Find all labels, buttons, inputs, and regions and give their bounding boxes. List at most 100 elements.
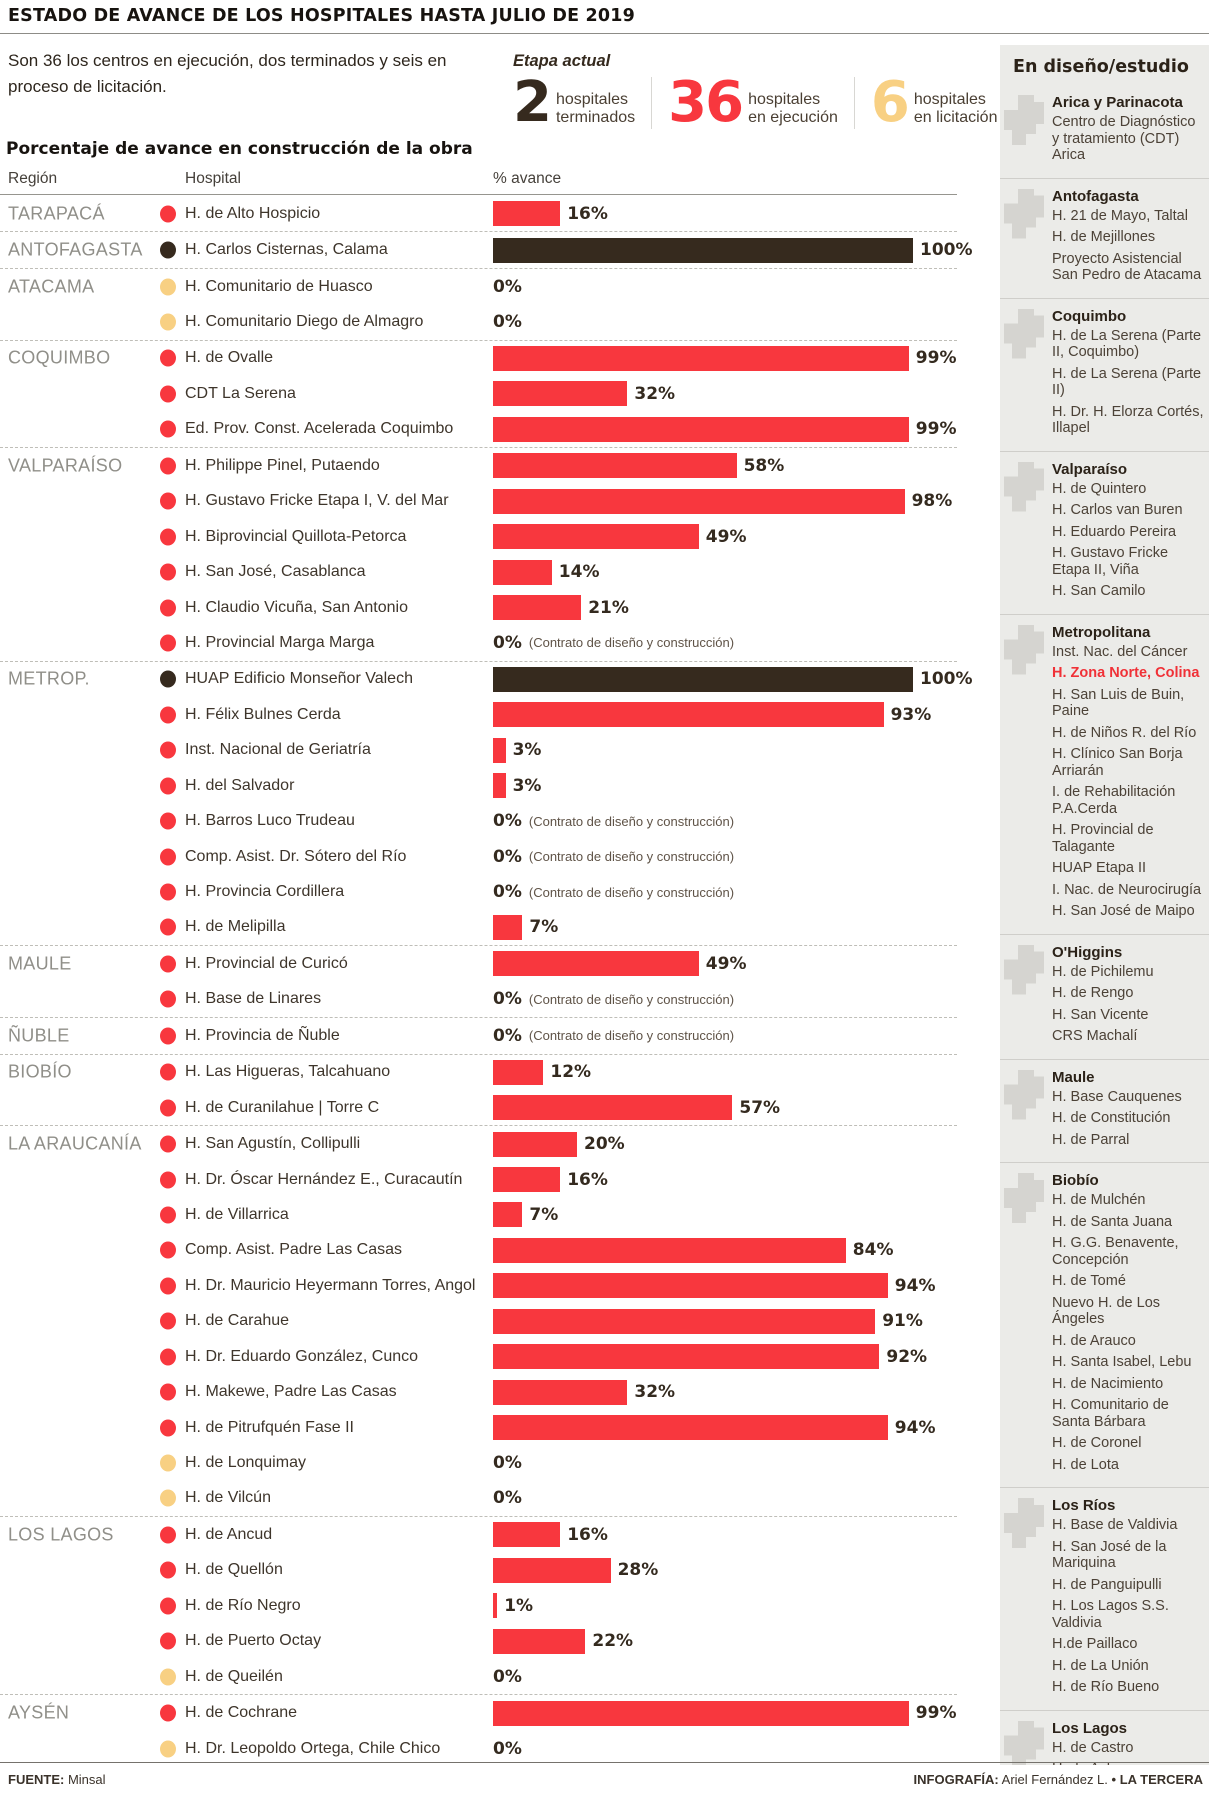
status-dot-icon [160, 706, 176, 724]
status-dot-icon [160, 1419, 176, 1437]
hospital-name: H. Dr. Eduardo González, Cunco [185, 1347, 419, 1365]
hospital-row: H. Gustavo Fricke Etapa I, V. del Mar 98% [0, 484, 957, 519]
progress-value: 58% [743, 455, 785, 476]
hospital-name: H. de Queilén [185, 1667, 283, 1685]
footer-divider [0, 1762, 1209, 1763]
brand-name: • LA TERCERA [1111, 1772, 1203, 1787]
status-dot-icon [160, 1312, 176, 1330]
region-label: ANTOFAGASTA [8, 239, 143, 260]
hospital-row: H. de Pitrufquén Fase II 94% [0, 1410, 957, 1445]
stat-terminados-unit: hospitales [555, 91, 629, 108]
bar-cell: 32% [493, 1374, 675, 1409]
current-stage-label: Etapa actual [513, 52, 611, 70]
progress-bar [493, 1415, 888, 1441]
sidebar-item: H. de Niños R. del Río [1052, 724, 1197, 741]
status-dot-icon [160, 741, 176, 759]
sidebar-region-title: Coquimbo [1052, 307, 1127, 325]
sidebar-item: H. de Mulchén [1052, 1192, 1146, 1208]
bar-cell: 3% [493, 733, 541, 768]
hospital-row: TARAPACÁ H. de Alto Hospicio 16% [0, 196, 957, 231]
hospital-name: H. San Agustín, Collipulli [185, 1135, 361, 1153]
sidebar-region-title: Arica y Parinacota [1052, 94, 1183, 111]
status-dot-icon [160, 385, 176, 403]
status-dot-icon [160, 205, 176, 223]
hospital-row: H. Félix Bulnes Cerda 93% [0, 697, 957, 732]
contract-note: (Contrato de diseño y construcción) [528, 991, 735, 1007]
progress-bar [493, 666, 913, 692]
hospital-row: H. de Carahue 91% [0, 1304, 957, 1339]
sidebar-item: H. Clínico San Borja Arriarán [1052, 746, 1183, 779]
sidebar-item: Nuevo H. de Los Ángeles [1052, 1294, 1161, 1328]
intro-text: Son 36 los centros en ejecución, dos ter… [8, 51, 447, 97]
sidebar-title: En diseño/estudio [1013, 57, 1189, 77]
hospital-name: H. de Río Negro [185, 1596, 301, 1614]
sidebar-section: Arica y Parinacota Centro de Diagnóstico … [1000, 85, 1209, 178]
design-study-sidebar: En diseño/estudio Arica y Parinacota Cent… [1000, 45, 1209, 1765]
status-dot-icon [160, 1135, 176, 1153]
region-label: COQUIMBO [8, 347, 111, 368]
progress-value: 84% [852, 1240, 894, 1261]
region-group: TARAPACÁ H. de Alto Hospicio 16% [0, 196, 957, 233]
progress-value: 100% [920, 669, 973, 690]
status-dot-icon [160, 278, 176, 296]
bar-cell: 0% (Contrato de diseño y construcción) [493, 803, 734, 838]
status-dot-icon [160, 241, 176, 259]
progress-value: 0% [493, 882, 522, 903]
progress-value: 12% [550, 1062, 592, 1083]
region-label: BIOBÍO [8, 1061, 72, 1082]
status-dot-icon [160, 848, 176, 866]
progress-value: 16% [567, 203, 608, 224]
region-label: ATACAMA [8, 276, 95, 297]
credit-name: Ariel Fernández L. [1001, 1772, 1108, 1787]
progress-value: 0% [493, 811, 522, 832]
sidebar-item: H. de Panguipulli [1052, 1576, 1162, 1593]
region-label: TARAPACÁ [8, 203, 105, 224]
hospital-row: ANTOFAGASTA H. Carlos Cisternas, Calama 10… [0, 232, 973, 267]
progress-bar [493, 416, 909, 442]
hospital-name: H. Barros Luco Trudeau [185, 812, 355, 830]
progress-bar [493, 1202, 523, 1228]
sidebar-item: H.de Paillaco [1052, 1636, 1138, 1652]
progress-value: 14% [558, 562, 600, 583]
progress-value: 93% [890, 704, 932, 725]
hospital-row: H. Provincial Marga Marga 0% (Contrato de … [0, 625, 957, 660]
sidebar-item: Inst. Nac. del Cáncer [1052, 643, 1188, 660]
column-header-hospital: Hospital [185, 170, 241, 187]
status-dot-icon [160, 1526, 176, 1544]
sidebar-item: H. de La Serena (Parte II) [1052, 365, 1202, 399]
sidebar-item: H. de Achao [1052, 1761, 1205, 1765]
progress-bar [493, 488, 905, 514]
progress-bar [493, 737, 506, 763]
region-label: VALPARAÍSO [8, 455, 123, 476]
chart-column-headers: Región Hospital % avance [0, 167, 957, 195]
hospital-name: H. de Ovalle [185, 349, 274, 367]
progress-bar [493, 951, 699, 977]
footer: FUENTE: Minsal INFOGRAFÍA: Ariel Fernánd… [0, 1772, 1209, 1787]
stat-terminados-state: terminados [555, 109, 636, 126]
hospital-row: H. Dr. Leopoldo Ortega, Chile Chico 0% [0, 1731, 957, 1766]
progress-value: 0% [493, 1666, 522, 1687]
bar-cell: 7% [493, 1197, 558, 1232]
region-group: COQUIMBO H. de Ovalle 99% CDT La Serena 32% E… [0, 341, 957, 449]
region-label: AYSÉN [8, 1702, 70, 1723]
progress-bar [493, 1237, 846, 1263]
bar-cell: 0% [493, 269, 522, 304]
bar-cell: 0% [493, 304, 522, 339]
region-group: METROP. HUAP Edificio Monseñor Valech 100%… [0, 662, 973, 947]
hospital-row: H. de Puerto Octay 22% [0, 1624, 957, 1659]
region-map-icon [1004, 308, 1044, 359]
progress-value: 0% [493, 632, 522, 653]
bar-cell: 1% [493, 1588, 533, 1623]
hospital-name: H. de Curanilahue | Torre C [185, 1098, 380, 1116]
sidebar-item: H. San José de Maipo [1052, 903, 1195, 919]
hospital-name: H. del Salvador [185, 776, 295, 794]
sidebar-region-title: O'Higgins [1052, 943, 1123, 961]
region-map-icon [1004, 188, 1044, 239]
bar-cell: 12% [493, 1055, 591, 1090]
progress-value: 7% [529, 1204, 559, 1225]
hospital-name: H. Dr. Leopoldo Ortega, Chile Chico [185, 1739, 441, 1757]
stat-ejecucion: 36 hospitales en ejecución [651, 75, 854, 131]
progress-bar [493, 1167, 561, 1193]
sidebar-item: H. Carlos van Buren [1052, 502, 1183, 518]
bar-cell: 57% [493, 1090, 780, 1125]
